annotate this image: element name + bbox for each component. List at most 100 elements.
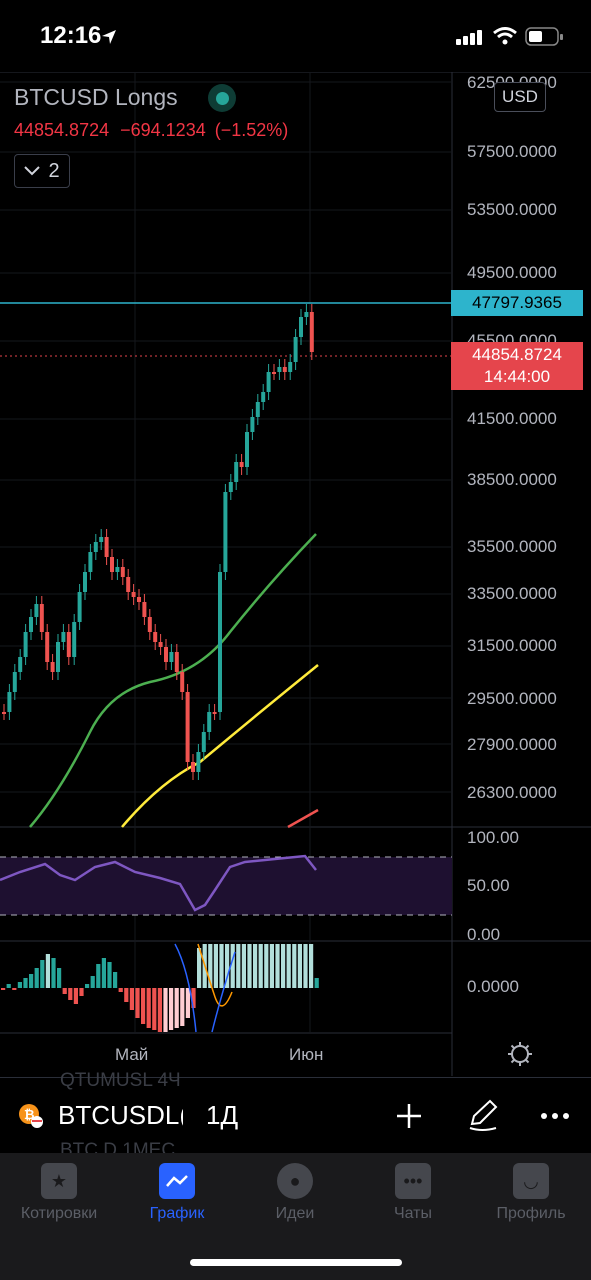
macd-bar [225,944,230,988]
macd-bar [247,944,252,988]
bitcoin-icon: ₿ [18,1103,44,1129]
candle-body [120,567,125,577]
tab-label: Профиль [496,1205,566,1222]
macd-bar [51,958,56,988]
candle-body [304,312,309,317]
clock: 12:16 [40,22,102,49]
tab-chats[interactable]: ••• Чаты [354,1163,472,1223]
symbol-title[interactable]: BTCUSD Longs [14,84,178,110]
candle-body [277,367,282,372]
macd-bar [157,988,162,1032]
macd-bar [141,988,146,1024]
candle-body [45,632,50,662]
candle-body [88,552,93,572]
battery-icon [525,27,563,46]
candle-body [164,647,168,662]
candle-body [61,632,66,642]
macd-bar [241,944,246,988]
macd-bar [135,988,140,1018]
candle-body [261,392,266,402]
status-bar: 12:16 [0,0,591,72]
candle-body [115,567,120,572]
chart-toolbar: QTUMUSL 4Ч BTC.D 1MEC ₿ BTCUSDL( 1Д [0,1070,591,1161]
macd-bar [34,968,39,988]
currency-button[interactable]: USD [494,82,546,112]
candle-body [293,337,298,362]
tab-label: Идеи [275,1205,315,1222]
macd-bar [230,944,235,988]
price-change: −694.1234 [120,120,206,140]
macd-bar [1,988,6,990]
more-icon[interactable] [540,1112,570,1120]
macd-bar [292,944,297,988]
macd-bar [253,944,258,988]
candle-body [2,712,6,714]
macd-bar [275,944,280,988]
macd-bar [45,954,50,988]
candle-body [255,402,260,417]
pen-icon[interactable] [466,1098,500,1132]
price-chart[interactable] [0,72,591,1076]
plus-icon[interactable] [395,1102,423,1130]
toolbar-interval[interactable]: 1Д [206,1100,239,1130]
location-icon [102,30,116,44]
macd-bar [79,988,84,996]
macd-bar [213,944,218,988]
tab-ideas[interactable]: ● Идеи [236,1163,354,1223]
macd-bar [62,988,67,994]
candle-body [93,542,98,552]
macd-bar [6,984,11,988]
macd-bar [208,944,213,988]
macd-bar [90,976,95,988]
candle-body [191,762,195,772]
macd-bar [269,944,274,988]
candle-body [234,462,239,482]
candle-body [288,362,293,372]
macd-bar [258,944,263,988]
macd-bar [146,988,151,1028]
indicators-count: 2 [48,159,60,182]
macd-bar [113,972,118,988]
chat-icon: ••• [395,1163,431,1199]
macd-bar [303,944,308,988]
macd-bar [57,968,62,988]
macd-bar [174,988,179,1028]
tab-quotes[interactable]: ★ Котировки [0,1163,118,1223]
macd-bar [314,978,319,988]
indicators-collapse-button[interactable]: 2 [14,154,70,188]
macd-bar [12,988,17,990]
macd-bar [180,988,185,1026]
market-open-indicator [208,84,236,112]
candle-body [137,597,141,602]
wifi-icon [493,27,517,45]
candle-body [245,432,249,467]
settings-gear-icon[interactable] [508,1042,532,1066]
tab-label: График [149,1205,205,1222]
candle-body [66,632,71,657]
tab-profile[interactable]: ◡ Профиль [472,1163,590,1223]
candle-body [126,577,131,592]
candle-body [83,572,87,592]
tab-bar: ★ Котировки График ● Идеи ••• Чаты ◡ Про… [0,1153,591,1280]
candle-body [212,712,217,714]
candle-body [250,417,255,432]
candle-body [142,602,147,617]
candle-body [309,312,314,352]
macd-bar [185,988,190,1018]
toolbar-symbol[interactable]: BTCUSDL( [58,1100,183,1130]
candle-body [299,317,303,337]
candle-body [99,537,104,542]
candle-body [169,652,174,662]
bulb-icon: ● [277,1163,313,1199]
candle-body [282,367,287,372]
tab-chart[interactable]: График [118,1163,236,1223]
home-indicator [190,1259,402,1266]
price-change-line: 44854.8724 −694.1234 (−1.52%) [14,120,288,141]
macd-bar [197,948,202,988]
candle-body [131,592,136,597]
macd-bar [17,982,22,988]
candle-body [201,732,206,752]
candle-body [158,642,163,647]
macd-bar [286,944,291,988]
candle-body [7,692,12,712]
